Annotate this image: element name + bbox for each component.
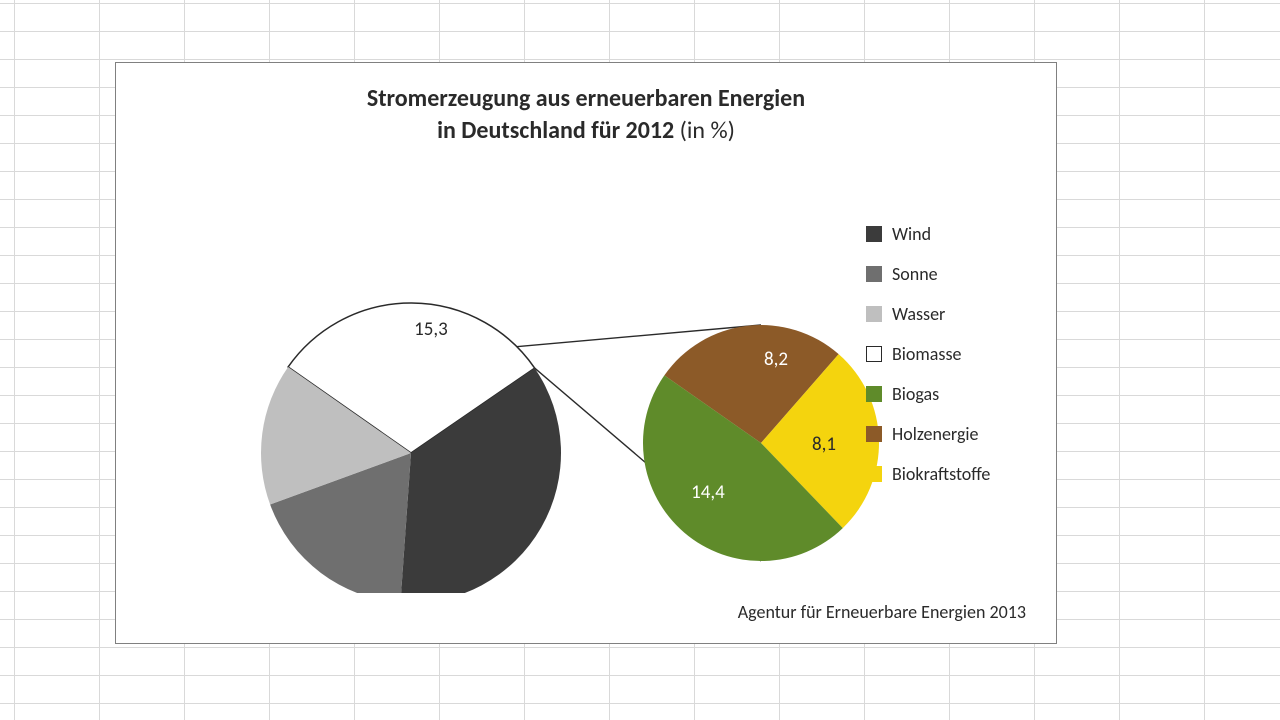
legend-swatch bbox=[866, 226, 882, 242]
pie-label-sonne: 18,3 bbox=[306, 354, 340, 377]
chart-title: Stromerzeugung aus erneuerbaren Energien… bbox=[116, 83, 1056, 148]
title-line-1: Stromerzeugung aus erneuerbaren Energien bbox=[116, 83, 1056, 115]
legend-label: Sonne bbox=[892, 263, 938, 285]
title-line-2: in Deutschland für 2012 (in %) bbox=[116, 115, 1056, 147]
source-note: Agentur für Erneuerbare Energien 2013 bbox=[738, 601, 1026, 623]
legend-item-biokraftstoffe: Biokraftstoffe bbox=[866, 463, 1026, 485]
legend-swatch bbox=[866, 306, 882, 322]
legend-swatch bbox=[866, 466, 882, 482]
legend-label: Wasser bbox=[892, 303, 945, 325]
sub-pie: 8,2 8,1 14,4 bbox=[643, 325, 879, 561]
pie-area: 30,735,718,315,38,28,114,4 bbox=[176, 213, 896, 593]
legend-label: Wind bbox=[892, 223, 931, 245]
legend-swatch bbox=[866, 386, 882, 402]
legend-item-wind: Wind bbox=[866, 223, 1026, 245]
legend-label: Holzenergie bbox=[892, 423, 979, 445]
pie-label-biokraftstoffe: 8,1 bbox=[812, 433, 836, 456]
main-pie: 30,735,718,315,3 bbox=[261, 303, 561, 593]
legend-swatch bbox=[866, 266, 882, 282]
legend-item-wasser: Wasser bbox=[866, 303, 1026, 325]
chart-container[interactable]: Stromerzeugung aus erneuerbaren Energien… bbox=[115, 62, 1057, 644]
legend-label: Biomasse bbox=[892, 343, 961, 365]
legend: Wind Sonne Wasser Biomasse Biogas Holzenergie… bbox=[866, 223, 1026, 503]
legend-item-holzenergie: Holzenergie bbox=[866, 423, 1026, 445]
legend-item-biogas: Biogas bbox=[866, 383, 1026, 405]
pie-label-wasser: 15,3 bbox=[414, 318, 448, 341]
pie-label-biogas: 14,4 bbox=[691, 481, 725, 504]
legend-label: Biogas bbox=[892, 383, 939, 405]
legend-label: Biokraftstoffe bbox=[892, 463, 990, 485]
pie-label-holzenergie: 8,2 bbox=[764, 348, 788, 371]
legend-swatch bbox=[866, 346, 882, 362]
legend-item-biomasse: Biomasse bbox=[866, 343, 1026, 365]
pie-svg: 30,735,718,315,38,28,114,4 bbox=[176, 213, 896, 593]
legend-swatch bbox=[866, 426, 882, 442]
legend-item-sonne: Sonne bbox=[866, 263, 1026, 285]
